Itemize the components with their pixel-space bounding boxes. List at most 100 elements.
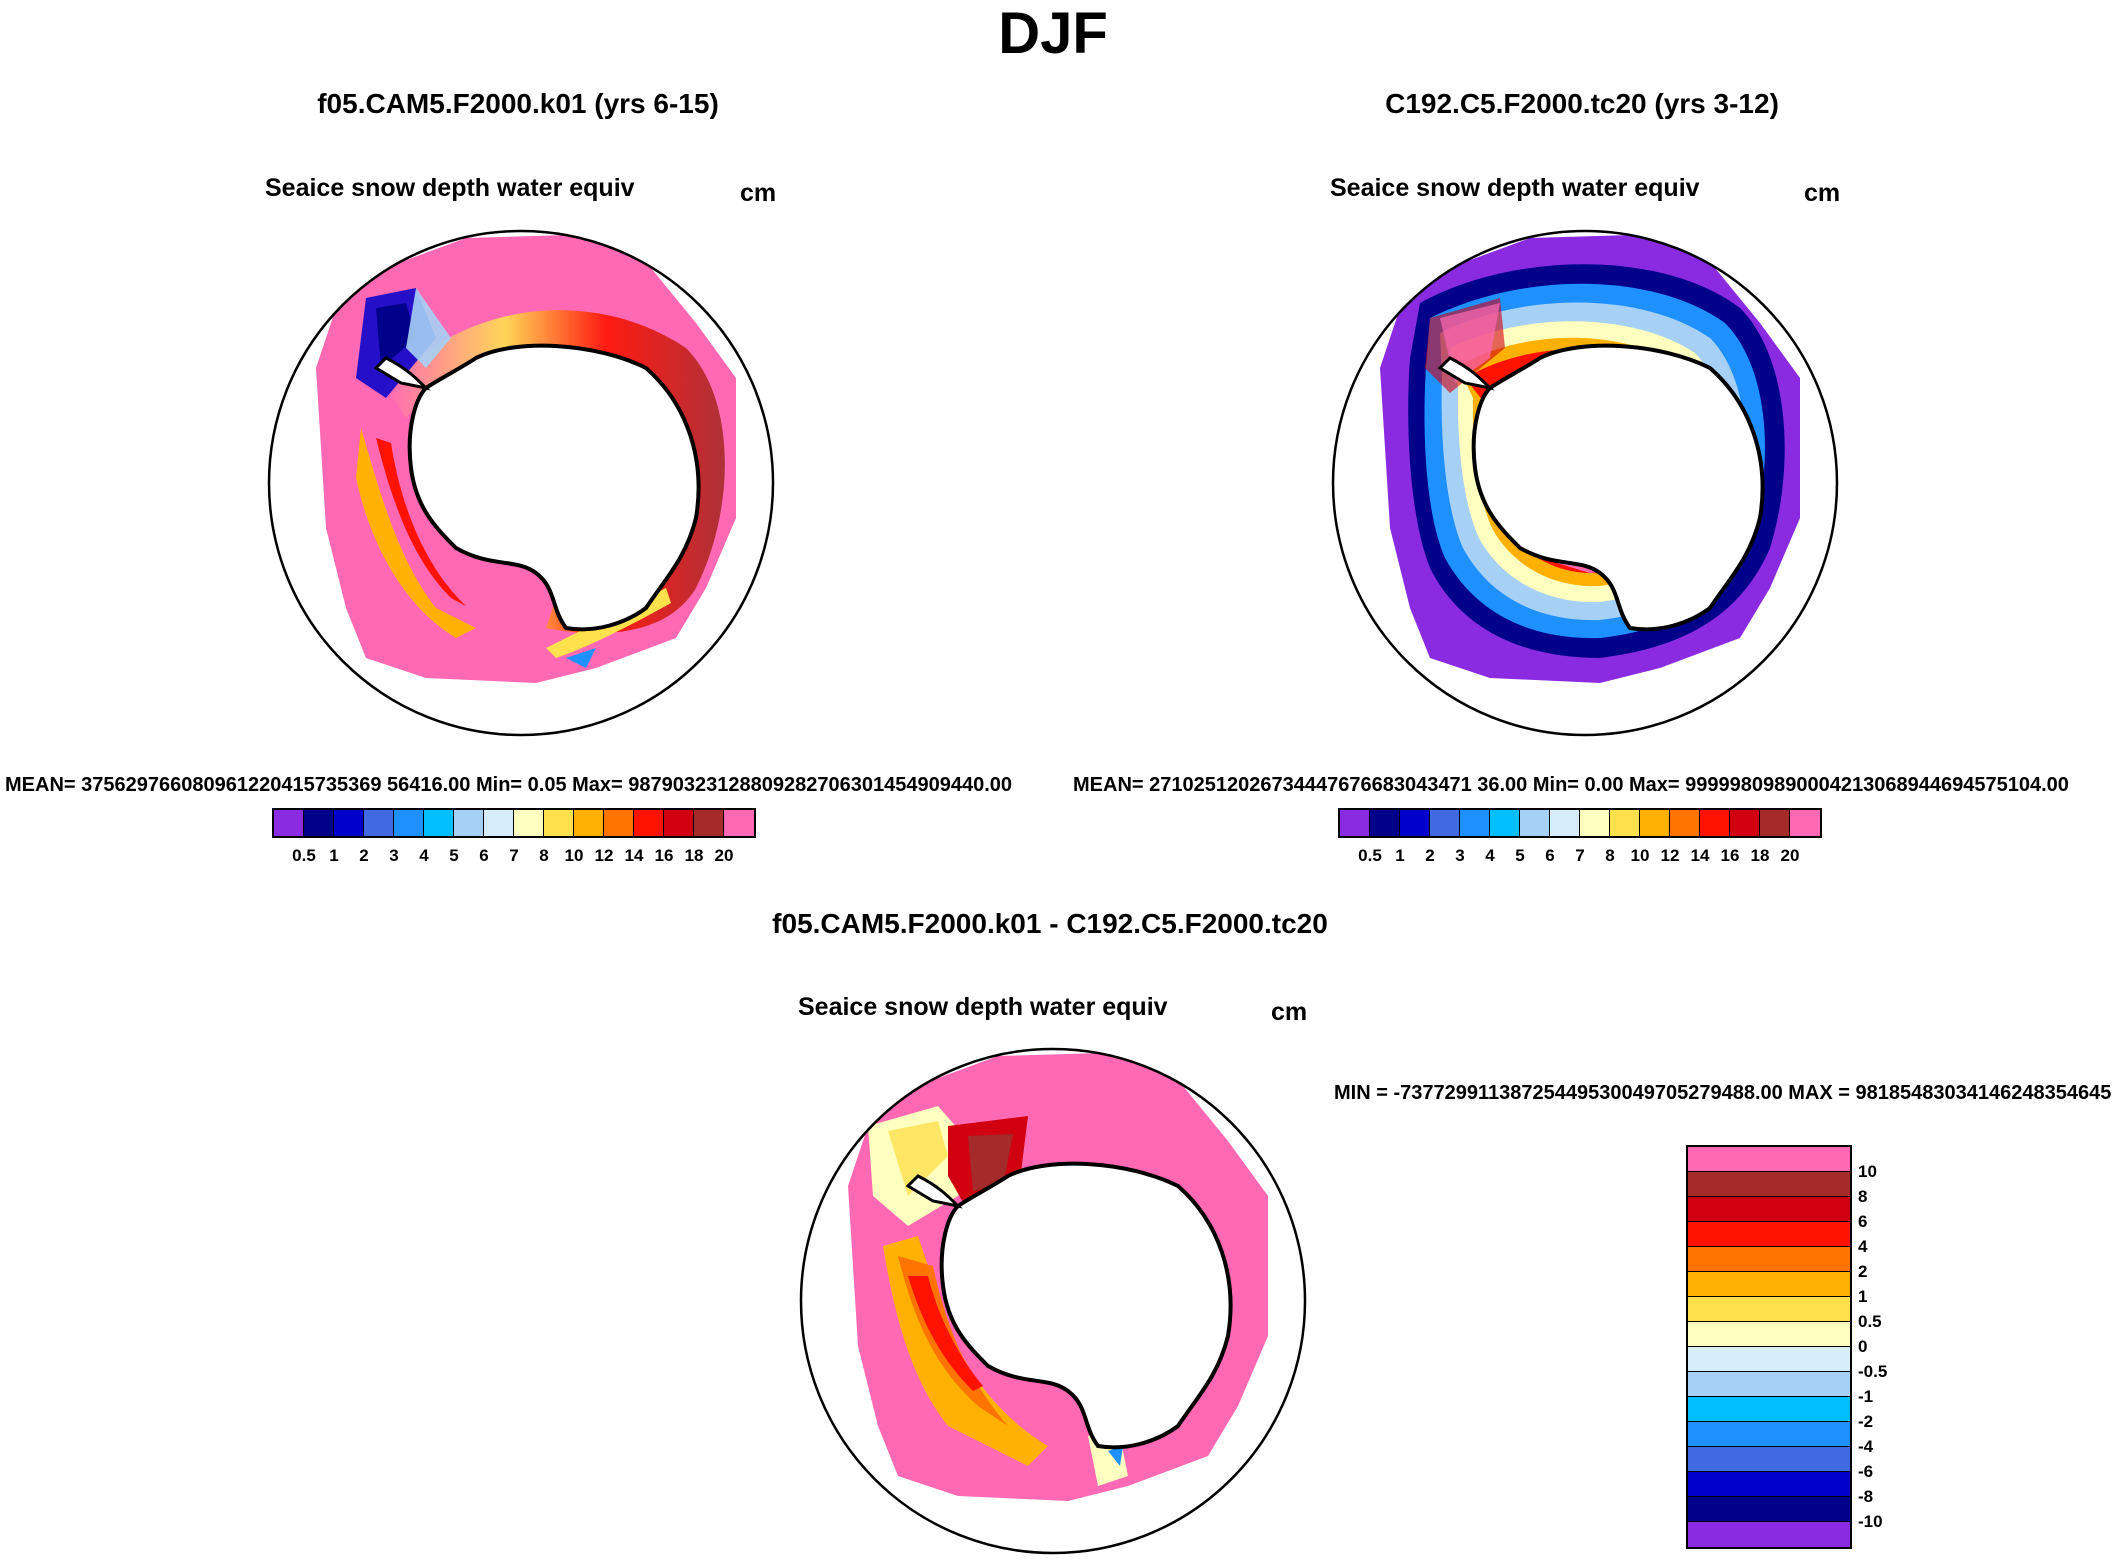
panel3-colorbar-tick-label: 2 <box>1858 1262 1868 1281</box>
panel2-colorbar-swatch <box>1640 810 1670 836</box>
panel3-colorbar-tick-label: -2 <box>1858 1412 1874 1431</box>
panel3-colorbar-tick-label: 0.5 <box>1858 1312 1882 1331</box>
panel1-colorbar-tick-label: 20 <box>714 846 734 865</box>
panel1-units: cm <box>740 179 777 207</box>
panel2-colorbar-swatch <box>1670 810 1700 836</box>
panel1-colorbar-tick-label: 3 <box>389 846 399 865</box>
panel3-colorbar-swatch <box>1688 1522 1850 1547</box>
panel2-colorbar-tick-label: 10 <box>1630 846 1650 865</box>
panel1-colorbar-labels: 0.5 1 2 3 4 5 6 7 8 10 12 14 16 18 20 <box>272 846 756 868</box>
panel2-colorbar-swatch <box>1520 810 1550 836</box>
panel1-colorbar-swatch <box>664 810 694 836</box>
panel3-colorbar-tick-label: 1 <box>1858 1287 1868 1306</box>
panel1-colorbar-swatch <box>424 810 454 836</box>
panel2-colorbar-tick-label: 2 <box>1425 846 1435 865</box>
panel2-colorbar-tick-label: 8 <box>1605 846 1615 865</box>
panel2-colorbar-swatch <box>1730 810 1760 836</box>
panel1-colorbar-swatch <box>334 810 364 836</box>
panel3-colorbar-swatch <box>1688 1247 1850 1272</box>
panel2-colorbar-tick-label: 18 <box>1750 846 1770 865</box>
panel1-colorbar-tick-label: 7 <box>509 846 519 865</box>
panel1-colorbar-swatch <box>274 810 304 836</box>
panel1-colorbar-tick-label: 6 <box>479 846 489 865</box>
panel1-colorbar-swatch <box>604 810 634 836</box>
panel3-colorbar-tick-label: -6 <box>1858 1462 1874 1481</box>
panel2-colorbar-swatch <box>1460 810 1490 836</box>
panel2-colorbar-tick-label: 14 <box>1690 846 1710 865</box>
panel1-colorbar-tick-label: 8 <box>539 846 549 865</box>
panel3-colorbar-tick-label: 6 <box>1858 1212 1868 1231</box>
panel1-colorbar-tick-label: 0.5 <box>292 846 316 865</box>
panel2-colorbar-labels: 0.5 1 2 3 4 5 6 7 8 10 12 14 16 18 20 <box>1338 846 1822 868</box>
panel1-colorbar-tick-label: 10 <box>564 846 584 865</box>
panel2-colorbar-tick-label: 6 <box>1545 846 1555 865</box>
panel1-colorbar-swatch <box>484 810 514 836</box>
panel2-colorbar-swatch <box>1490 810 1520 836</box>
panel2-stats: MEAN= 27102512026734447676683043471 36.0… <box>1073 774 2069 796</box>
panel2-colorbar-tick-label: 1 <box>1395 846 1405 865</box>
panel2-colorbar-tick-label: 7 <box>1575 846 1585 865</box>
panel3-colorbar-swatch <box>1688 1447 1850 1472</box>
panel3-colorbar-swatch <box>1688 1272 1850 1297</box>
panel2-colorbar-swatch <box>1760 810 1790 836</box>
panel2-colorbar-swatch <box>1580 810 1610 836</box>
panel2-colorbar-swatch <box>1700 810 1730 836</box>
panel1-colorbar-swatch <box>514 810 544 836</box>
panel1-case-title: f05.CAM5.F2000.k01 (yrs 6-15) <box>317 88 719 119</box>
panel3-colorbar-swatch <box>1688 1147 1850 1172</box>
panel2-colorbar-swatch <box>1400 810 1430 836</box>
panel3-colorbar <box>1686 1145 1852 1549</box>
panel1-colorbar-swatch <box>694 810 724 836</box>
panel2-colorbar-tick-label: 0.5 <box>1358 846 1382 865</box>
panel1-colorbar <box>272 808 756 838</box>
panel2-colorbar-tick-label: 12 <box>1660 846 1680 865</box>
panel3-map <box>799 1047 1307 1555</box>
panel3-colorbar-tick-label: 4 <box>1858 1237 1868 1256</box>
panel3-colorbar-tick-label: -10 <box>1858 1512 1883 1531</box>
panel3-colorbar-swatch <box>1688 1222 1850 1247</box>
panel3-colorbar-tick-label: -0.5 <box>1858 1362 1888 1381</box>
panel2-variable-title: Seaice snow depth water equiv <box>1330 174 1700 202</box>
panel2-colorbar-tick-label: 5 <box>1515 846 1525 865</box>
panel2-colorbar-tick-label: 3 <box>1455 846 1465 865</box>
panel2-map-boundary <box>1331 229 1839 737</box>
panel3-units: cm <box>1271 998 1308 1026</box>
panel3-colorbar-swatch <box>1688 1472 1850 1497</box>
panel3-map-boundary <box>799 1047 1307 1555</box>
panel2-colorbar-swatch <box>1430 810 1460 836</box>
panel3-colorbar-swatch <box>1688 1172 1850 1197</box>
panel3-colorbar-swatch <box>1688 1372 1850 1397</box>
panel1-variable-title: Seaice snow depth water equiv <box>265 174 635 202</box>
panel2-colorbar-swatch <box>1370 810 1400 836</box>
panel3-colorbar-swatch <box>1688 1297 1850 1322</box>
panel3-colorbar-tick-label: -8 <box>1858 1487 1874 1506</box>
panel2-colorbar-tick-label: 16 <box>1720 846 1740 865</box>
panel3-colorbar-swatch <box>1688 1422 1850 1447</box>
panel1-colorbar-swatch <box>394 810 424 836</box>
panel1-colorbar-swatch <box>304 810 334 836</box>
panel1-colorbar-tick-label: 18 <box>684 846 704 865</box>
panel1-stats: MEAN= 375629766080961220415735369 56416.… <box>5 774 1013 796</box>
panel1-colorbar-swatch <box>544 810 574 836</box>
panel2-case-title: C192.C5.F2000.tc20 (yrs 3-12) <box>1385 88 1779 119</box>
panel3-antarctica <box>939 1161 1233 1450</box>
panel3-colorbar-tick-label: 10 <box>1858 1162 1877 1181</box>
panel3-colorbar-swatch <box>1688 1347 1850 1372</box>
panel1-colorbar-swatch <box>724 810 754 836</box>
panel2-colorbar-tick-label: 4 <box>1485 846 1495 865</box>
panel1-colorbar-tick-label: 2 <box>359 846 369 865</box>
panel3-colorbar-swatch <box>1688 1197 1850 1222</box>
panel1-colorbar-swatch <box>454 810 484 836</box>
panel3-colorbar-tick-label: -1 <box>1858 1387 1874 1406</box>
panel3-colorbar-swatch <box>1688 1397 1850 1422</box>
panel3-colorbar-tick-label: 8 <box>1858 1187 1868 1206</box>
panel1-map <box>267 229 775 737</box>
panel1-colorbar-swatch <box>634 810 664 836</box>
panel2-antarctica <box>1471 343 1765 632</box>
panel1-colorbar-tick-label: 4 <box>419 846 429 865</box>
panel2-colorbar-swatch <box>1790 810 1820 836</box>
figure-title: DJF <box>998 1 1108 66</box>
panel3-variable-title: Seaice snow depth water equiv <box>798 993 1168 1021</box>
panel1-colorbar-tick-label: 1 <box>329 846 339 865</box>
panel2-colorbar-tick-label: 20 <box>1780 846 1800 865</box>
